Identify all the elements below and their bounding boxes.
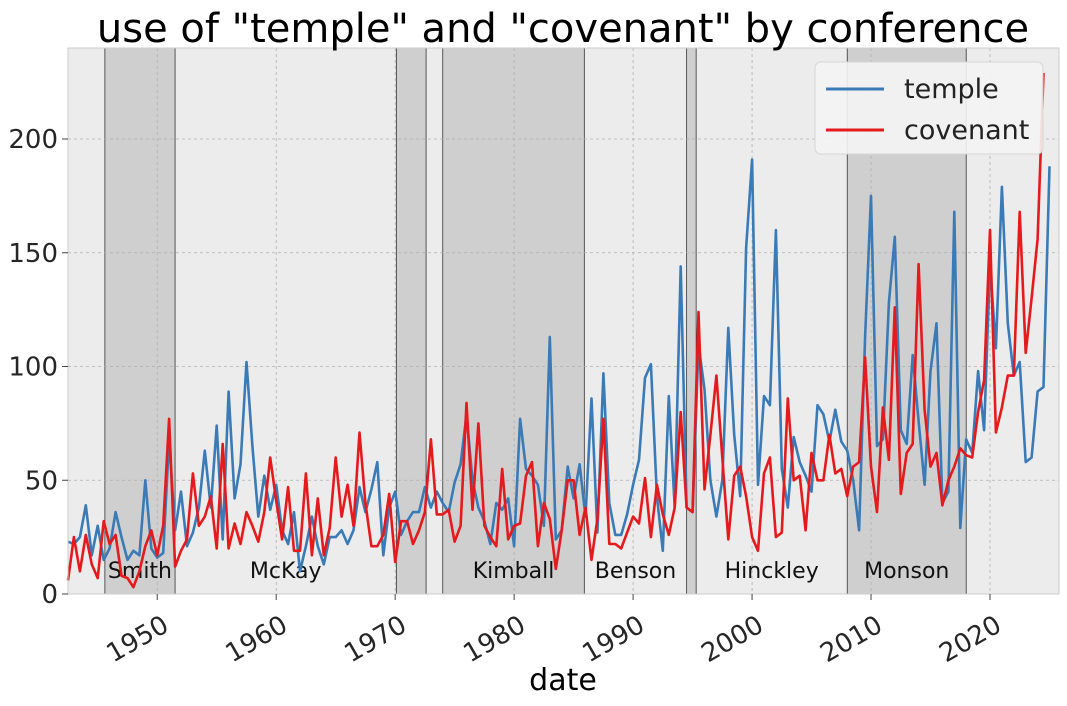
period-label-monson: Monson xyxy=(864,559,949,584)
x-tick-label: 1960 xyxy=(221,610,293,669)
x-tick-label: 2020 xyxy=(934,610,1006,669)
period-label-kimball: Kimball xyxy=(473,559,555,584)
x-axis-label: date xyxy=(529,663,597,698)
legend-label-temple: temple xyxy=(904,74,999,105)
legend-label-covenant: covenant xyxy=(904,115,1029,146)
y-tick-label: 150 xyxy=(8,239,58,269)
legend: temple covenant xyxy=(814,61,1044,155)
president-period-labels: Smith McKay Kimball Benson Hinckley Monson xyxy=(108,559,949,584)
x-axis-ticks: 1950 1960 1970 1980 1990 2000 2010 2020 xyxy=(102,594,1007,669)
series-line-temple xyxy=(67,158,1051,573)
x-tick-label: 1980 xyxy=(459,610,531,669)
plot-area-border xyxy=(67,47,1060,595)
y-tick-label: 100 xyxy=(8,353,58,383)
x-tick-label: 1970 xyxy=(340,610,412,669)
y-axis-ticks: 0 50 100 150 200 xyxy=(8,125,68,610)
series-line-covenant xyxy=(66,72,1045,589)
x-tick-label: 2000 xyxy=(696,610,768,669)
x-tick-label: 1990 xyxy=(577,610,649,669)
x-tick-label: 1950 xyxy=(102,610,174,669)
period-label-benson: Benson xyxy=(595,559,676,584)
period-span-6 xyxy=(686,48,697,594)
series-lines xyxy=(66,72,1051,589)
y-tick-label: 50 xyxy=(25,466,58,496)
period-label-hinckley: Hinckley xyxy=(725,559,819,584)
period-label-mckay: McKay xyxy=(250,559,322,584)
x-tick-label: 2010 xyxy=(815,610,887,669)
period-span-2 xyxy=(396,48,427,594)
chart-title: use of "temple" and "covenant" by confer… xyxy=(97,6,1029,52)
y-tick-label: 200 xyxy=(8,125,58,155)
y-tick-label: 0 xyxy=(41,580,58,610)
